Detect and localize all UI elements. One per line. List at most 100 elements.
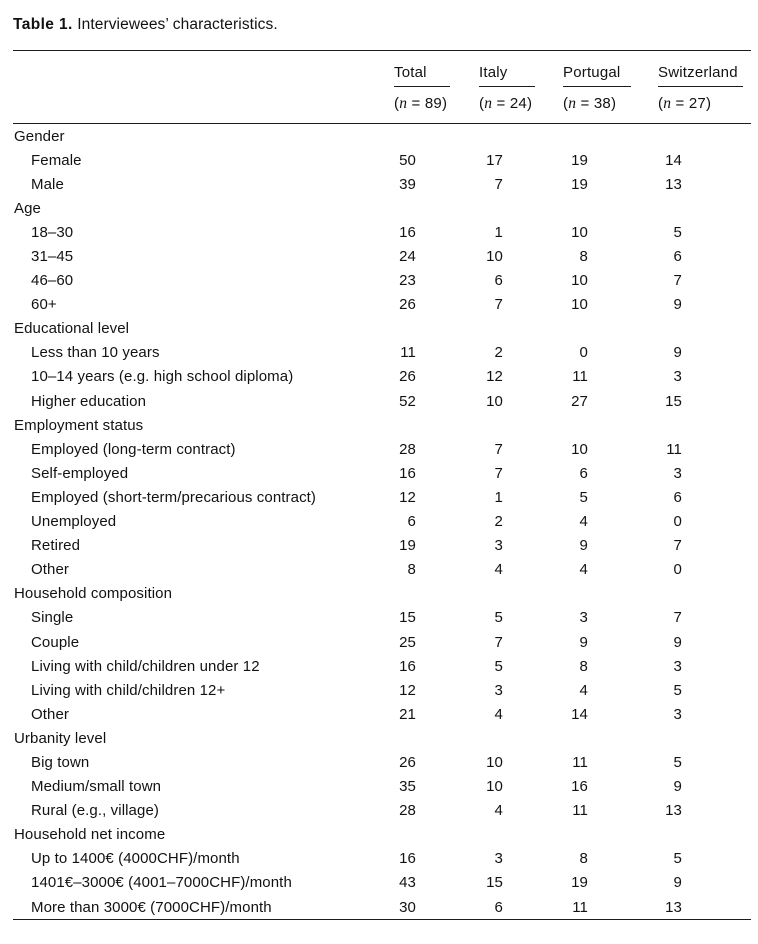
value-cell <box>563 582 658 606</box>
value-cell: 6 <box>407 513 416 531</box>
value-cell: 5 <box>673 681 682 699</box>
table-row: Unemployed 6 2 4 0 <box>13 510 751 534</box>
column-header-portugal: Portugal <box>563 51 658 87</box>
column-header-switzerland: Switzerland <box>658 51 751 87</box>
table-row: 60+ 26 7 10 9 <box>13 293 751 317</box>
value-cell <box>394 317 479 341</box>
value-cell: 16 <box>399 657 416 675</box>
value-cell: 15 <box>665 392 682 410</box>
row-label: Living with child/children under 12 <box>31 657 260 675</box>
value-cell: 15 <box>399 609 416 627</box>
row-label: Male <box>31 175 64 193</box>
value-cell: 10 <box>486 248 503 266</box>
table-row: 18–30 16 1 10 5 <box>13 220 751 244</box>
sample-size-portugal-value: 38 <box>593 95 611 112</box>
value-cell: 3 <box>673 464 682 482</box>
value-cell: 6 <box>673 488 682 506</box>
value-cell: 28 <box>399 802 416 820</box>
value-cell: 15 <box>486 874 503 892</box>
sample-size-switzerland: (n = 27) <box>658 87 751 124</box>
value-cell: 5 <box>673 850 682 868</box>
value-cell: 13 <box>665 802 682 820</box>
column-header-italy-label: Italy <box>479 64 535 87</box>
table-row: Big town 26 10 11 5 <box>13 750 751 774</box>
value-cell: 10 <box>571 440 588 458</box>
table-row: Retired 19 3 9 7 <box>13 534 751 558</box>
value-cell: 30 <box>399 898 416 916</box>
value-cell: 9 <box>579 633 588 651</box>
value-cell: 10 <box>571 272 588 290</box>
category-row: Household net income <box>13 823 751 847</box>
value-cell <box>658 823 751 847</box>
value-cell: 7 <box>494 633 503 651</box>
value-cell <box>479 413 563 437</box>
table-row: Higher education 52 10 27 15 <box>13 389 751 413</box>
value-cell <box>479 196 563 220</box>
table-row: Couple 25 7 9 9 <box>13 630 751 654</box>
category-row: Urbanity level <box>13 726 751 750</box>
row-label: Employed (long-term contract) <box>31 440 236 458</box>
category-label: Employment status <box>14 416 144 434</box>
value-cell: 39 <box>399 175 416 193</box>
table-row: Employed (long-term contract) 28 7 10 11 <box>13 437 751 461</box>
value-cell <box>563 726 658 750</box>
value-cell <box>658 317 751 341</box>
value-cell: 6 <box>494 898 503 916</box>
value-cell: 4 <box>494 561 503 579</box>
value-cell: 7 <box>673 272 682 290</box>
header-spacer-cell <box>13 51 394 88</box>
value-cell <box>658 413 751 437</box>
sample-size-portugal: (n = 38) <box>563 87 658 124</box>
value-cell: 7 <box>494 464 503 482</box>
sample-size-italy-value: 24 <box>509 95 527 112</box>
value-cell: 3 <box>494 681 503 699</box>
row-label: Up to 1400€ (4000CHF)/month <box>31 850 240 868</box>
category-row: Employment status <box>13 413 751 437</box>
row-label: Couple <box>31 633 80 651</box>
value-cell: 11 <box>666 440 682 458</box>
value-cell: 43 <box>399 874 416 892</box>
row-label: 60+ <box>31 296 57 314</box>
category-row: Household composition <box>13 582 751 606</box>
row-label: Female <box>31 151 82 169</box>
value-cell <box>394 196 479 220</box>
value-cell: 24 <box>399 248 416 266</box>
table-row: 1401€–3000€ (4001–7000CHF)/month 43 15 19 9 <box>13 871 751 895</box>
table-row: Other 8 4 4 0 <box>13 558 751 582</box>
value-cell: 14 <box>665 151 682 169</box>
value-cell: 26 <box>399 296 416 314</box>
table-row: Living with child/children under 12 16 5 8 3 <box>13 654 751 678</box>
value-cell <box>658 582 751 606</box>
table-body: Gender Female 50 17 19 14 Male 39 7 19 13 Age 18–30 1… <box>13 124 751 920</box>
row-label: Single <box>31 609 74 627</box>
row-label: Other <box>31 561 70 579</box>
value-cell <box>563 196 658 220</box>
value-cell: 11 <box>572 802 588 820</box>
value-cell: 4 <box>579 561 588 579</box>
value-cell: 19 <box>571 874 588 892</box>
value-cell: 2 <box>494 344 503 362</box>
value-cell <box>479 124 563 149</box>
row-label: 1401€–3000€ (4001–7000CHF)/month <box>31 874 292 892</box>
value-cell: 12 <box>399 681 416 699</box>
table-row: More than 3000€ (7000CHF)/month 30 6 11 13 <box>13 895 751 920</box>
value-cell: 16 <box>399 223 416 241</box>
row-label: Big town <box>31 753 90 771</box>
column-header-row: Total Italy Portugal Switzerland <box>13 51 751 88</box>
value-cell: 1 <box>494 488 503 506</box>
value-cell: 16 <box>399 464 416 482</box>
interviewees-characteristics-table: Total Italy Portugal Switzerland (n = 89… <box>13 50 751 921</box>
value-cell: 21 <box>399 705 416 723</box>
value-cell: 9 <box>673 344 682 362</box>
value-cell: 3 <box>494 537 503 555</box>
value-cell <box>658 124 751 149</box>
value-cell: 9 <box>673 874 682 892</box>
value-cell: 26 <box>399 368 416 386</box>
value-cell: 19 <box>399 537 416 555</box>
value-cell: 3 <box>494 850 503 868</box>
value-cell <box>563 823 658 847</box>
table-row: 46–60 23 6 10 7 <box>13 269 751 293</box>
value-cell: 6 <box>673 248 682 266</box>
table-row: Employed (short-term/precarious contract… <box>13 485 751 509</box>
